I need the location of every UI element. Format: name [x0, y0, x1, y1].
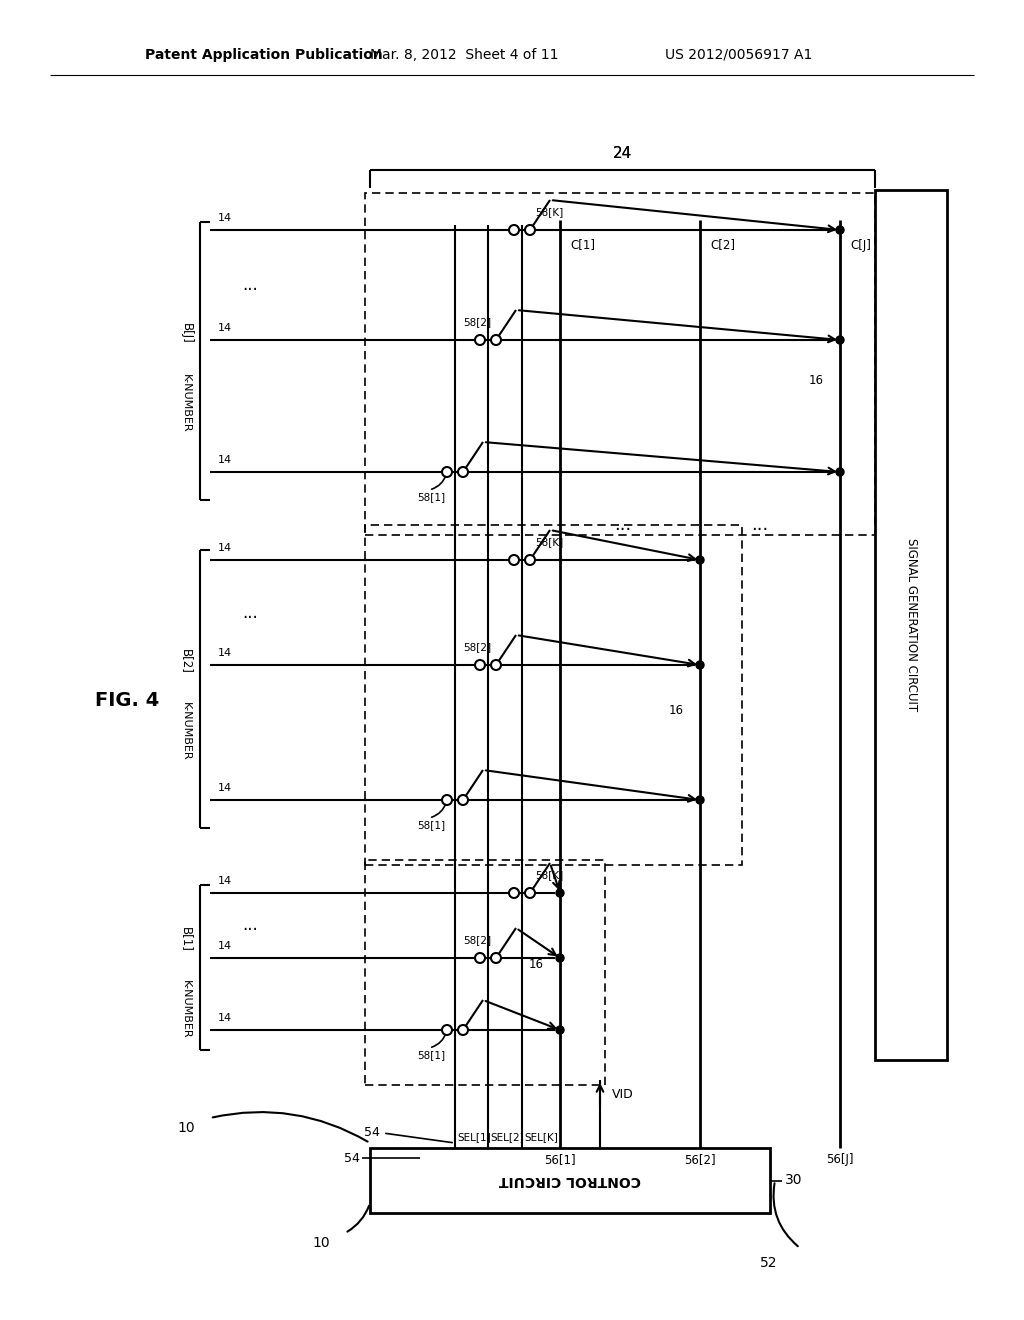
Text: 56[J]: 56[J]	[826, 1154, 854, 1167]
Text: 10: 10	[177, 1121, 195, 1135]
Circle shape	[509, 224, 519, 235]
Text: K-NUMBER: K-NUMBER	[181, 981, 191, 1039]
Circle shape	[475, 953, 485, 964]
Text: SEL[K]: SEL[K]	[524, 1133, 558, 1142]
Circle shape	[475, 335, 485, 345]
Text: 14: 14	[218, 648, 232, 657]
Text: ...: ...	[242, 276, 258, 294]
Text: 58[K]: 58[K]	[535, 870, 563, 880]
Text: 10: 10	[312, 1236, 330, 1250]
Circle shape	[509, 888, 519, 898]
Text: SIGNAL GENERATION CIRCUIT: SIGNAL GENERATION CIRCUIT	[904, 539, 918, 711]
Circle shape	[490, 953, 501, 964]
Text: CONTROL CIRCUIT: CONTROL CIRCUIT	[499, 1173, 641, 1188]
Bar	[874, 190, 947, 1060]
Text: 14: 14	[218, 941, 232, 950]
Text: B[1]: B[1]	[179, 927, 193, 952]
Text: K-NUMBER: K-NUMBER	[181, 374, 191, 433]
Text: C[J]: C[J]	[850, 239, 870, 252]
Circle shape	[836, 469, 844, 477]
Text: 30: 30	[785, 1173, 803, 1188]
Circle shape	[696, 661, 705, 669]
Text: 16: 16	[529, 958, 544, 972]
Circle shape	[442, 795, 452, 805]
Text: 52: 52	[760, 1257, 777, 1270]
Text: 58[1]: 58[1]	[417, 820, 445, 830]
Text: C[2]: C[2]	[710, 239, 735, 252]
Text: B[2]: B[2]	[179, 648, 193, 673]
Text: 58[K]: 58[K]	[535, 537, 563, 546]
Text: 58[2]: 58[2]	[463, 317, 492, 327]
Text: US 2012/0056917 A1: US 2012/0056917 A1	[665, 48, 812, 62]
Circle shape	[525, 224, 535, 235]
Text: K-NUMBER: K-NUMBER	[181, 702, 191, 760]
Text: 56[1]: 56[1]	[544, 1154, 575, 1167]
Circle shape	[525, 888, 535, 898]
Text: ...: ...	[242, 916, 258, 935]
Bar	[365, 193, 874, 535]
Text: ...: ...	[752, 516, 769, 535]
Text: 54: 54	[344, 1151, 360, 1164]
Text: B[J]: B[J]	[179, 322, 193, 343]
Text: 16: 16	[669, 704, 684, 717]
Circle shape	[490, 335, 501, 345]
Circle shape	[458, 1026, 468, 1035]
Text: SEL[2]: SEL[2]	[490, 1133, 523, 1142]
Text: 24: 24	[613, 145, 632, 161]
Circle shape	[509, 554, 519, 565]
Circle shape	[556, 954, 564, 962]
Text: 54: 54	[365, 1126, 380, 1139]
Text: ...: ...	[613, 516, 631, 535]
Text: ...: ...	[242, 603, 258, 622]
Circle shape	[836, 226, 844, 234]
Text: 58[2]: 58[2]	[463, 935, 492, 945]
Circle shape	[458, 795, 468, 805]
Text: Patent Application Publication: Patent Application Publication	[145, 48, 383, 62]
Text: 14: 14	[218, 783, 232, 793]
Text: FIG. 4: FIG. 4	[95, 690, 160, 710]
Text: 58[K]: 58[K]	[535, 207, 563, 216]
Circle shape	[836, 337, 844, 345]
Circle shape	[490, 660, 501, 671]
Circle shape	[442, 467, 452, 477]
Text: 14: 14	[218, 876, 232, 886]
Circle shape	[556, 1026, 564, 1034]
Bar	[370, 1148, 770, 1213]
Text: 56[2]: 56[2]	[684, 1154, 716, 1167]
Circle shape	[475, 660, 485, 671]
Text: SEL[1]: SEL[1]	[457, 1133, 490, 1142]
Circle shape	[442, 1026, 452, 1035]
Text: 58[1]: 58[1]	[417, 1049, 445, 1060]
Circle shape	[696, 796, 705, 804]
Circle shape	[696, 556, 705, 564]
Text: C[1]: C[1]	[570, 239, 595, 252]
Text: 14: 14	[218, 213, 232, 223]
Text: 16: 16	[809, 374, 824, 387]
Circle shape	[525, 554, 535, 565]
Text: 14: 14	[218, 543, 232, 553]
Text: 24: 24	[613, 145, 632, 161]
Text: 58[1]: 58[1]	[417, 492, 445, 502]
Text: 14: 14	[218, 323, 232, 333]
Text: 14: 14	[218, 1012, 232, 1023]
Circle shape	[556, 888, 564, 898]
Circle shape	[458, 467, 468, 477]
Text: VID: VID	[612, 1089, 634, 1101]
Text: 58[2]: 58[2]	[463, 642, 492, 652]
Text: 14: 14	[218, 455, 232, 465]
Bar	[365, 861, 605, 1085]
Bar	[365, 525, 742, 865]
Text: Mar. 8, 2012  Sheet 4 of 11: Mar. 8, 2012 Sheet 4 of 11	[370, 48, 558, 62]
